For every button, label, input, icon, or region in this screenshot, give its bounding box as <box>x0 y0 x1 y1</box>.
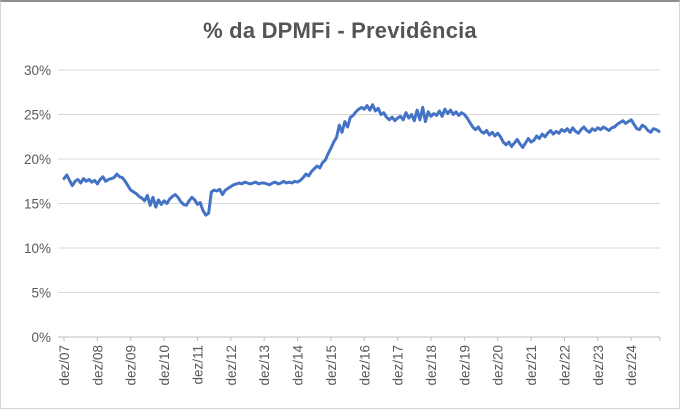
x-tick-label: dez/17 <box>391 345 406 386</box>
data-line-group <box>62 103 661 217</box>
y-tick-label: 15% <box>24 197 51 212</box>
x-axis <box>58 336 661 341</box>
x-tick-label: dez/07 <box>57 345 72 386</box>
y-tick-label: 25% <box>24 108 51 123</box>
y-tick-label: 30% <box>24 63 51 78</box>
x-tick-label: dez/14 <box>291 345 306 386</box>
x-axis-labels: dez/07 dez/08 dez/09 dez/10 dez/11 dez/12 dez/… <box>57 345 639 386</box>
x-tick-label: dez/11 <box>190 345 205 385</box>
x-tick-label: dez/08 <box>90 345 105 386</box>
x-tick-label: dez/16 <box>357 345 372 386</box>
x-tick-label: dez/21 <box>524 345 539 386</box>
x-tick-label: dez/09 <box>124 345 139 386</box>
y-tick-label: 0% <box>31 330 51 345</box>
y-tick-label: 20% <box>24 152 51 167</box>
gridlines <box>58 69 660 293</box>
x-tick-label: dez/13 <box>257 345 272 386</box>
x-tick-label: dez/18 <box>424 345 439 386</box>
x-tick-label: dez/23 <box>591 345 606 386</box>
x-tick-label: dez/12 <box>224 345 239 386</box>
x-tick-label: dez/19 <box>457 345 472 386</box>
chart-title: % da DPMFi - Previdência <box>203 18 477 43</box>
x-tick-label: dez/20 <box>491 345 506 386</box>
y-tick-label: 5% <box>31 286 51 301</box>
x-tick-label: dez/15 <box>324 345 339 386</box>
x-tick-label: dez/10 <box>157 345 172 386</box>
x-tick-label: dez/24 <box>624 345 639 386</box>
series-line <box>62 103 661 217</box>
y-tick-label: 10% <box>24 241 51 256</box>
y-axis-labels: 0% 5% 10% 15% 20% 25% 30% <box>24 63 51 345</box>
x-tick-label: dez/22 <box>557 345 572 386</box>
